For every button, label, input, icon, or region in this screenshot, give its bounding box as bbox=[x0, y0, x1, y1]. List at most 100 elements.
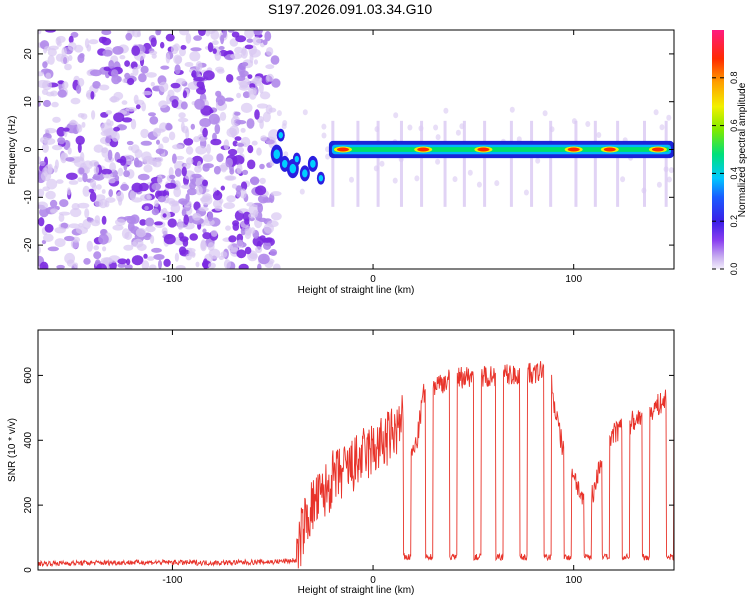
noise-blob bbox=[140, 65, 149, 74]
noise-blob bbox=[50, 90, 58, 97]
noise-blob bbox=[102, 246, 107, 252]
x-tick-label: -100 bbox=[162, 575, 182, 586]
noise-blob bbox=[101, 147, 110, 158]
noise-blob bbox=[235, 185, 243, 193]
noise-blob bbox=[542, 110, 548, 117]
noise-blob bbox=[201, 195, 213, 206]
noise-blob bbox=[172, 153, 177, 164]
noise-blob bbox=[38, 188, 45, 198]
noise-blob bbox=[271, 78, 281, 88]
y-tick-label: 20 bbox=[23, 48, 34, 60]
noise-blob bbox=[130, 118, 137, 130]
noise-blob bbox=[174, 64, 181, 75]
noise-blob bbox=[196, 86, 206, 95]
noise-blob bbox=[70, 31, 79, 38]
noise-blob bbox=[252, 30, 263, 36]
noise-blob bbox=[113, 112, 125, 123]
noise-blob bbox=[234, 111, 241, 116]
noise-blob bbox=[393, 112, 399, 119]
noise-blob bbox=[236, 75, 246, 82]
noise-blob bbox=[214, 205, 223, 211]
noise-blob bbox=[392, 177, 398, 184]
noise-blob bbox=[154, 221, 163, 226]
noise-blob bbox=[180, 45, 187, 50]
noise-blob bbox=[259, 91, 271, 100]
noise-blob bbox=[193, 35, 203, 41]
noise-blob bbox=[38, 30, 42, 35]
noise-blob bbox=[70, 207, 82, 218]
x-tick-label: 100 bbox=[565, 274, 582, 285]
noise-blob bbox=[135, 104, 141, 110]
noise-blob bbox=[98, 233, 109, 245]
noise-blob bbox=[185, 146, 194, 155]
streak bbox=[331, 120, 335, 207]
noise-blob bbox=[132, 66, 139, 76]
noise-blob bbox=[128, 145, 133, 151]
noise-blob bbox=[175, 265, 186, 269]
noise-blob bbox=[208, 113, 220, 125]
noise-blob bbox=[169, 174, 176, 180]
snr-ylabel: SNR (10 * v/v) bbox=[7, 418, 18, 482]
noise-blob bbox=[149, 50, 158, 55]
noise-blob bbox=[107, 149, 113, 161]
y-tick-label: 0 bbox=[23, 146, 34, 152]
noise-blob bbox=[126, 140, 134, 146]
streak bbox=[420, 120, 424, 207]
noise-blob bbox=[259, 163, 265, 170]
noise-blob bbox=[96, 184, 102, 190]
noise-blob bbox=[135, 227, 147, 238]
noise-blob bbox=[516, 136, 522, 143]
noise-blob bbox=[119, 55, 126, 60]
streak bbox=[376, 120, 380, 207]
noise-blob bbox=[159, 81, 169, 93]
noise-blob bbox=[105, 173, 110, 178]
noise-blob bbox=[210, 30, 220, 40]
noise-blob bbox=[160, 65, 170, 70]
noise-blob bbox=[180, 101, 188, 110]
noise-blob bbox=[145, 225, 156, 233]
noise-blob bbox=[143, 164, 153, 173]
noise-blob bbox=[175, 78, 186, 85]
noise-blob bbox=[299, 188, 305, 195]
noise-blob bbox=[58, 213, 65, 222]
noise-blob bbox=[252, 36, 261, 46]
noise-blob bbox=[91, 110, 96, 120]
noise-blob bbox=[443, 107, 449, 114]
noise-blob bbox=[151, 247, 162, 253]
noise-blob bbox=[163, 258, 171, 267]
streak bbox=[443, 120, 447, 207]
noise-blob bbox=[127, 77, 135, 86]
noise-blob bbox=[82, 185, 91, 197]
noise-blob bbox=[48, 45, 59, 51]
noise-blob bbox=[94, 199, 104, 207]
noise-blob bbox=[222, 30, 227, 38]
noise-blob bbox=[45, 72, 52, 80]
streak bbox=[483, 120, 487, 207]
noise-blob bbox=[86, 217, 92, 222]
noise-blob bbox=[247, 159, 256, 170]
noise-blob bbox=[155, 148, 165, 155]
noise-blob bbox=[227, 30, 235, 33]
noise-blob bbox=[54, 238, 66, 248]
noise-blob bbox=[270, 55, 280, 65]
noise-blob bbox=[73, 262, 79, 269]
noise-blob bbox=[271, 212, 282, 221]
noise-blob bbox=[138, 73, 147, 83]
noise-blob bbox=[102, 49, 113, 57]
noise-blob bbox=[77, 142, 82, 153]
noise-blob bbox=[56, 264, 65, 269]
noise-blob bbox=[452, 176, 458, 183]
noise-blob bbox=[101, 189, 106, 194]
noise-blob bbox=[38, 95, 41, 103]
noise-blob bbox=[170, 203, 181, 214]
noise-blob bbox=[49, 199, 58, 208]
noise-blob bbox=[175, 155, 185, 160]
tone-turbulence bbox=[289, 163, 297, 174]
noise-blob bbox=[217, 99, 224, 106]
noise-blob bbox=[152, 160, 158, 167]
noise-blob bbox=[198, 30, 206, 37]
snr-ticks: -100 0 100 0 200 400 600 bbox=[23, 330, 674, 586]
noise-blob bbox=[113, 91, 124, 101]
noise-blob bbox=[168, 131, 176, 141]
noise-blob bbox=[64, 63, 72, 71]
